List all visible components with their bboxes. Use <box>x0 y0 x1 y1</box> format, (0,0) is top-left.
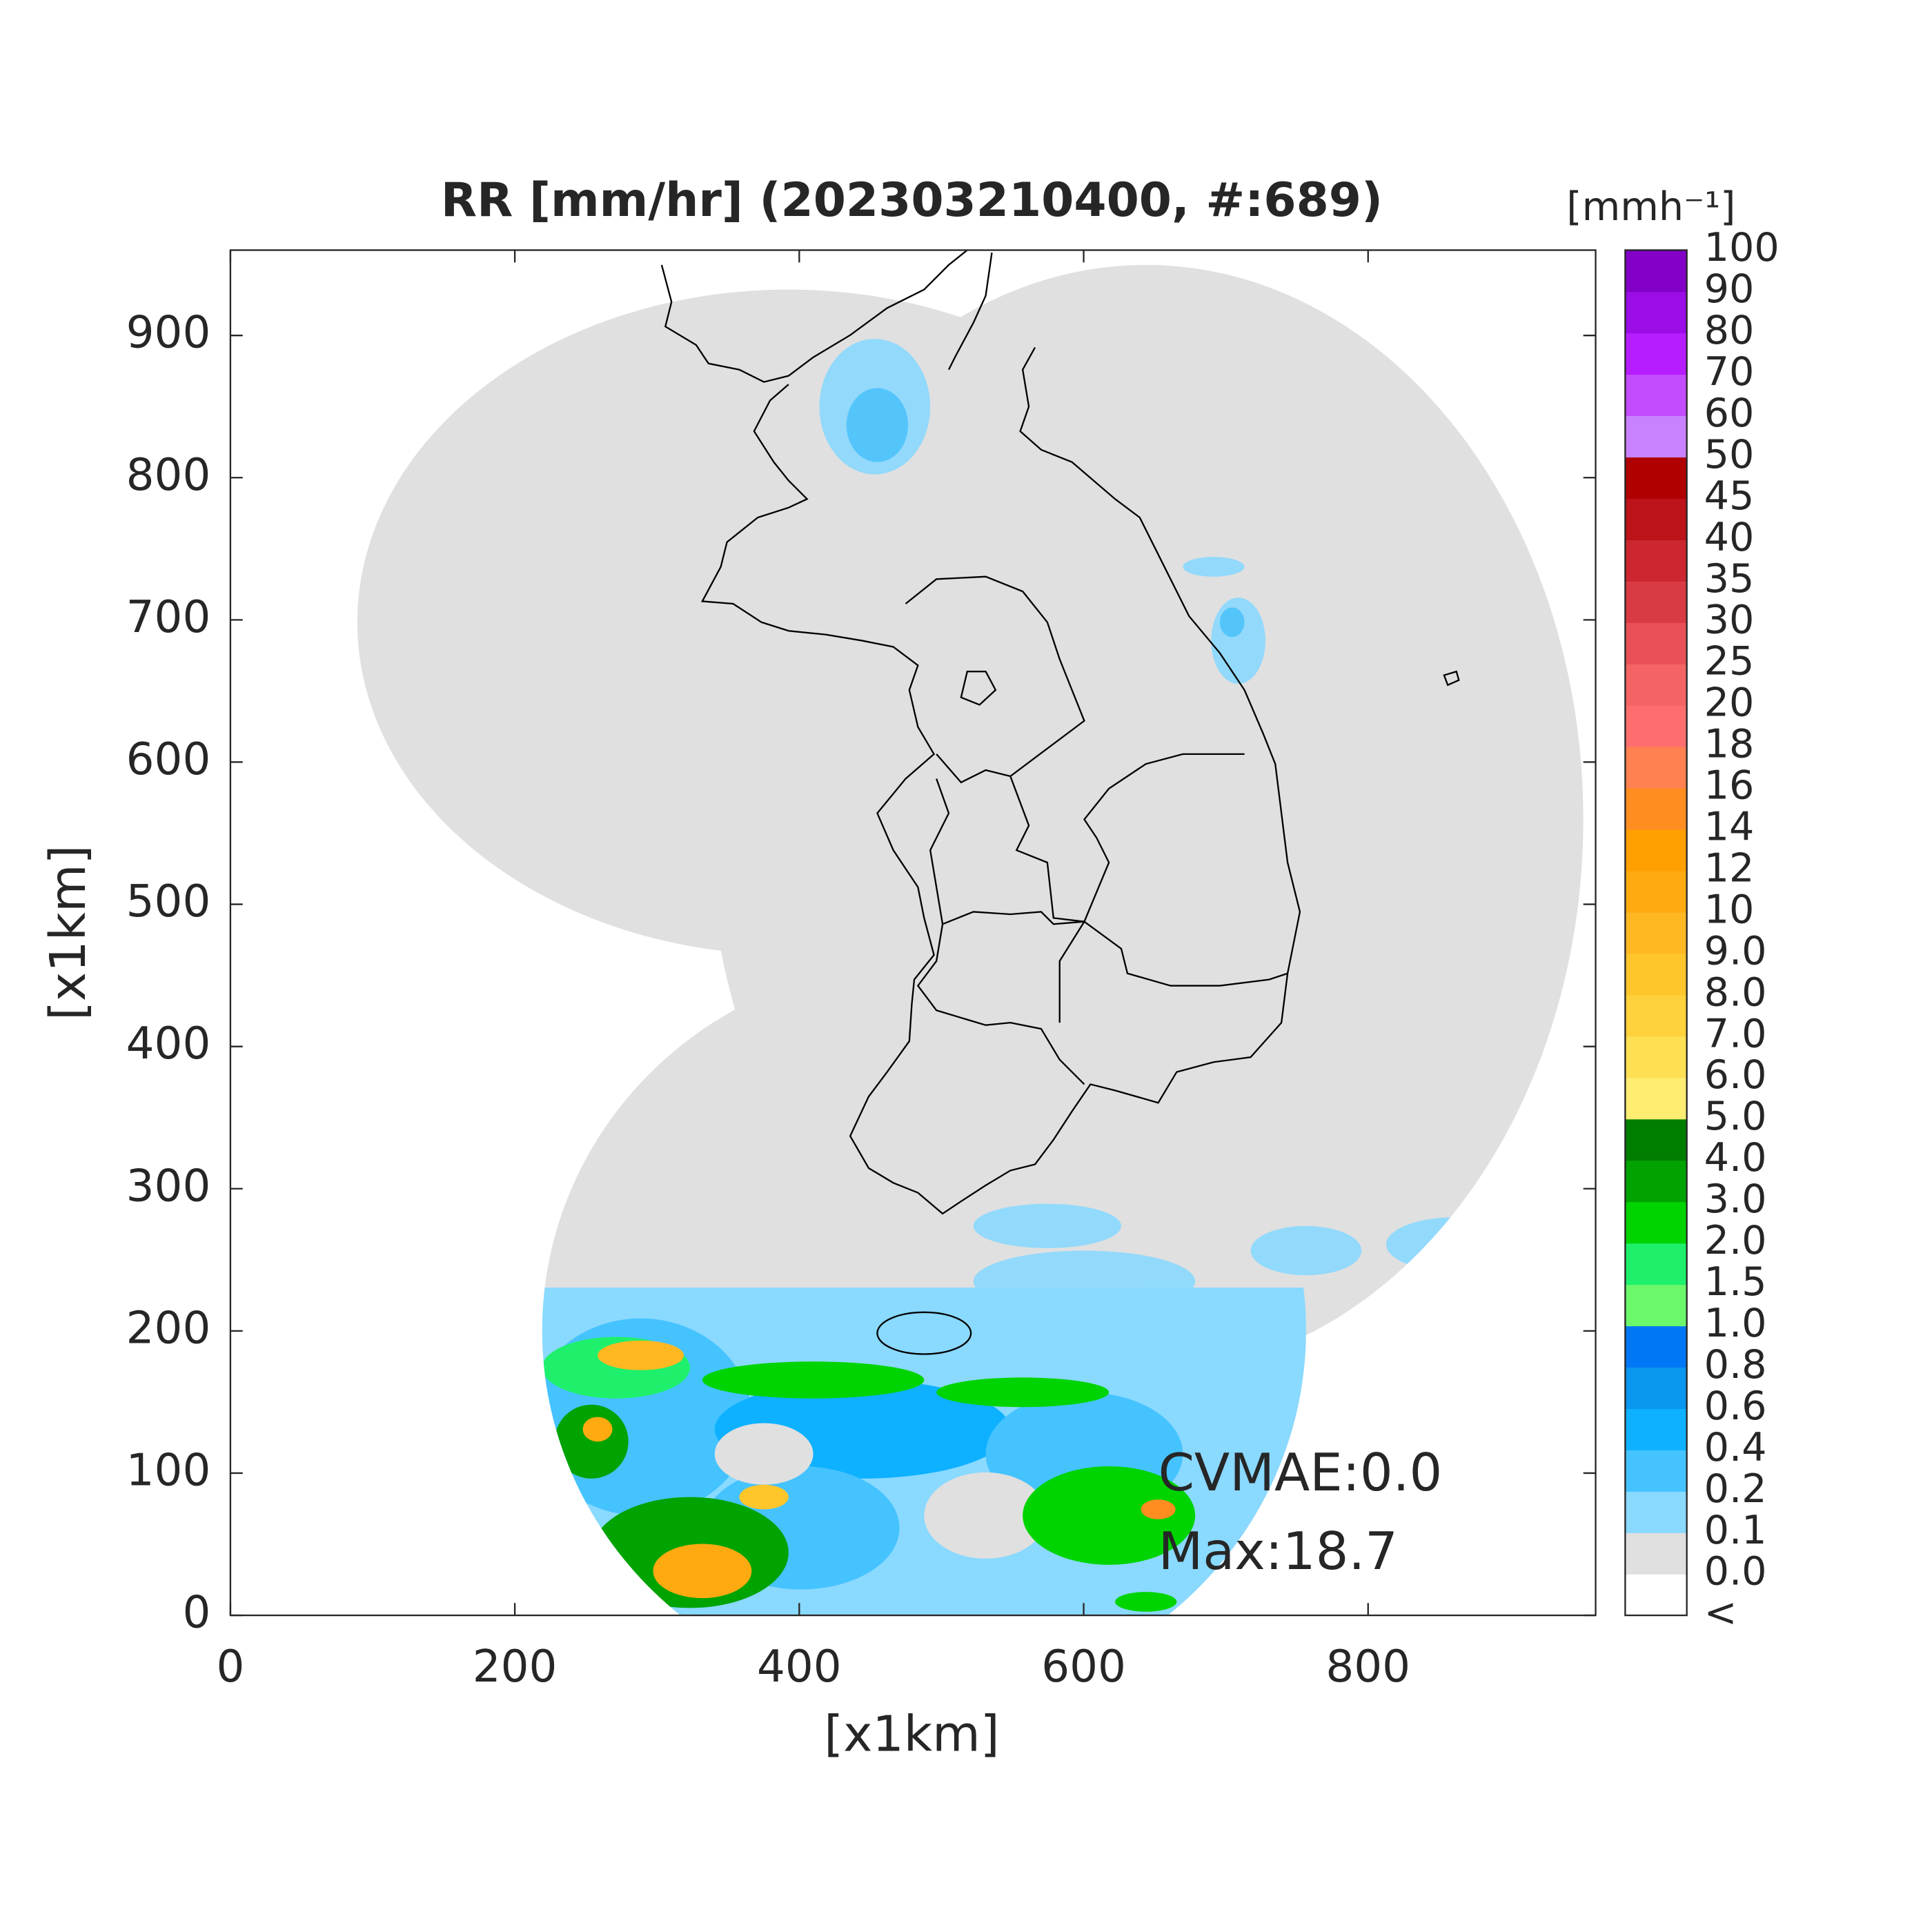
colorbar-tick-label: 6.0 <box>1704 1052 1767 1098</box>
colorbar-segment <box>1625 250 1687 293</box>
colorbar-tick-label: < <box>1704 1590 1737 1636</box>
colorbar-segment <box>1625 457 1687 499</box>
colorbar-segment <box>1625 1284 1687 1327</box>
colorbar-tick-label: 18 <box>1704 722 1755 767</box>
colorbar-tick-label: 4.0 <box>1704 1135 1767 1181</box>
y-tick-label: 400 <box>126 1018 211 1070</box>
colorbar-frame <box>1624 249 1688 1617</box>
colorbar-segment <box>1625 746 1687 789</box>
colorbar-tick-label: 80 <box>1704 308 1755 353</box>
colorbar-tick-label: 5.0 <box>1704 1094 1767 1139</box>
colorbar-segment <box>1625 994 1687 1037</box>
y-tick-label: 600 <box>126 733 211 785</box>
colorbar-segment <box>1625 581 1687 623</box>
colorbar-segment <box>1625 1243 1687 1285</box>
colorbar-segment <box>1625 333 1687 375</box>
colorbar-tick-label: 45 <box>1704 473 1755 519</box>
colorbar-tick-label: 1.5 <box>1704 1259 1767 1305</box>
annotation: Max:18.7 <box>1159 1521 1398 1581</box>
colorbar-tick-label: 7.0 <box>1704 1011 1767 1056</box>
x-tick-label: 600 <box>1041 1641 1126 1693</box>
colorbar-tick-label: 16 <box>1704 763 1755 809</box>
colorbar-segment <box>1625 1118 1687 1161</box>
colorbar-tick-label: 25 <box>1704 639 1755 684</box>
colorbar-tick-label: 0.4 <box>1704 1425 1767 1470</box>
colorbar-tick-label: 90 <box>1704 266 1755 312</box>
colorbar-tick-label: 20 <box>1704 680 1755 726</box>
colorbar-tick-label: 9.0 <box>1704 928 1767 974</box>
colorbar-segment <box>1625 415 1687 457</box>
colorbar-tick-label: 50 <box>1704 432 1755 477</box>
colorbar-tick-label: 0.2 <box>1704 1466 1767 1512</box>
colorbar-tick-label: 3.0 <box>1704 1176 1767 1222</box>
colorbar-tick-label: 40 <box>1704 515 1755 560</box>
colorbar-tick-label: 14 <box>1704 805 1755 850</box>
colorbar-segment <box>1625 622 1687 664</box>
colorbar-tick-label: 12 <box>1704 845 1755 891</box>
axes-box <box>229 249 1597 1617</box>
colorbar-tick-label: 0.6 <box>1704 1383 1767 1429</box>
colorbar-tick-label: 10 <box>1704 887 1755 932</box>
colorbar-segment <box>1625 1201 1687 1244</box>
colorbar-segment <box>1625 829 1687 871</box>
x-axis-label: [x1km] <box>824 1705 999 1762</box>
colorbar-segment <box>1625 498 1687 540</box>
x-tick-label: 200 <box>473 1641 558 1693</box>
colorbar-segment <box>1625 1408 1687 1450</box>
colorbar-segment <box>1625 664 1687 706</box>
colorbar-tick-label: 70 <box>1704 349 1755 395</box>
colorbar-segment <box>1625 953 1687 996</box>
y-tick-label: 0 <box>182 1587 210 1639</box>
colorbar-label: [mmh⁻¹] <box>1566 184 1735 230</box>
y-tick-label: 500 <box>126 876 211 927</box>
colorbar-segment <box>1625 870 1687 913</box>
colorbar-segment <box>1625 1450 1687 1492</box>
colorbar-segment <box>1625 1160 1687 1203</box>
annotation: CVMAE:0.0 <box>1159 1442 1443 1503</box>
colorbar-segment <box>1625 374 1687 417</box>
colorbar-segment <box>1625 1574 1687 1616</box>
colorbar-segment <box>1625 1077 1687 1120</box>
colorbar-tick-label: 100 <box>1704 225 1780 270</box>
colorbar-segment <box>1625 540 1687 582</box>
coastlines <box>660 250 1460 1355</box>
colorbar-tick-label: 0.0 <box>1704 1549 1767 1595</box>
colorbar-tick-label: 1.0 <box>1704 1301 1767 1346</box>
colorbar-segment <box>1625 1036 1687 1078</box>
colorbar-segment <box>1625 291 1687 334</box>
y-tick-label: 900 <box>126 307 211 359</box>
colorbar-tick-label: 2.0 <box>1704 1218 1767 1263</box>
colorbar-segment <box>1625 787 1687 830</box>
colorbar-segment <box>1625 1367 1687 1410</box>
colorbar-segment <box>1625 911 1687 954</box>
colorbar-tick-label: 0.8 <box>1704 1342 1767 1388</box>
rain-field <box>542 339 1522 1616</box>
colorbar-tick-label: 0.1 <box>1704 1508 1767 1553</box>
y-tick-label: 100 <box>126 1445 211 1497</box>
y-tick-label: 800 <box>126 449 211 501</box>
colorbar-segment <box>1625 1532 1687 1575</box>
colorbar-tick-label: 8.0 <box>1704 969 1767 1015</box>
x-tick-label: 400 <box>757 1641 842 1693</box>
chart-title: RR [mm/hr] (202303210400, #:689) <box>441 173 1383 228</box>
y-tick-label: 300 <box>126 1160 211 1212</box>
x-tick-label: 800 <box>1325 1641 1410 1693</box>
colorbar-tick-label: 60 <box>1704 391 1755 436</box>
colorbar-segment <box>1625 1325 1687 1368</box>
colorbar-segment <box>1625 1491 1687 1533</box>
x-tick-label: 0 <box>216 1641 244 1693</box>
y-tick-label: 200 <box>126 1302 211 1354</box>
y-tick-label: 700 <box>126 591 211 643</box>
colorbar-tick-label: 30 <box>1704 598 1755 643</box>
colorbar-tick-label: 35 <box>1704 556 1755 602</box>
y-axis-label: [x1km] <box>39 845 97 1021</box>
map-layer <box>357 250 1584 1616</box>
colorbar-segment <box>1625 705 1687 747</box>
